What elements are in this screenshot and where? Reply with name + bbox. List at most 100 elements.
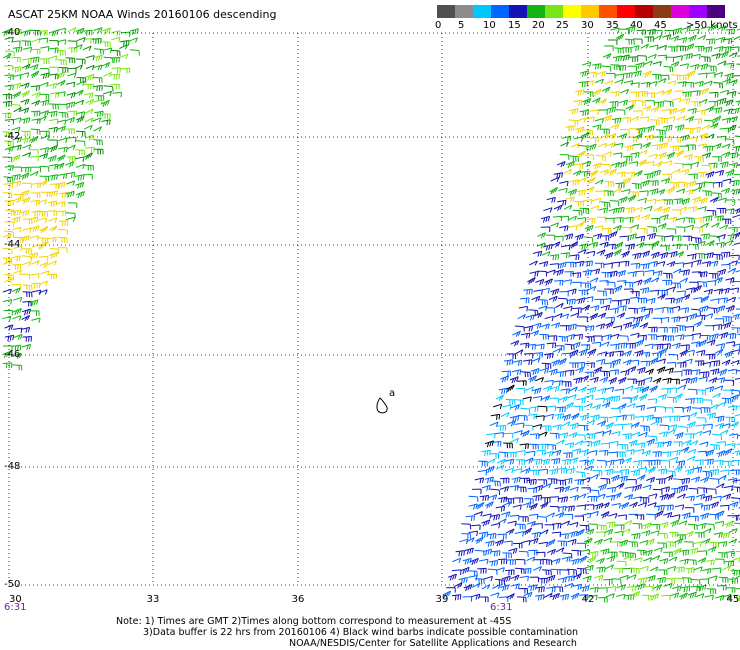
wind-barb [622, 567, 633, 574]
wind-barb [657, 542, 667, 549]
wind-barb [607, 551, 618, 558]
wind-barb [601, 163, 611, 170]
wind-barb [570, 592, 580, 600]
wind-barb [506, 353, 516, 359]
wind-barb [687, 180, 697, 188]
wind-barb [689, 440, 699, 446]
wind-barb [21, 137, 31, 144]
wind-barb [3, 259, 12, 265]
wind-barb [39, 179, 48, 187]
wind-barb [490, 522, 501, 529]
wind-barb [704, 252, 714, 259]
wind-barb [700, 295, 710, 303]
wind-barb [56, 79, 66, 87]
wind-barb [606, 243, 616, 250]
wind-barb [682, 235, 693, 242]
wind-barb [575, 361, 586, 368]
wind-barb [727, 90, 737, 97]
wind-barb [641, 313, 651, 320]
wind-barb [733, 242, 740, 245]
wind-barb [675, 566, 685, 573]
wind-barb [641, 213, 651, 221]
wind-barb [620, 88, 630, 95]
wind-barb [529, 406, 539, 412]
wind-barb [688, 243, 699, 250]
wind-barb [506, 384, 515, 393]
wind-barb [529, 469, 540, 476]
wind-barb [606, 521, 616, 528]
wind-barb [633, 110, 643, 116]
wind-barb [734, 377, 740, 383]
wind-barb [679, 349, 689, 357]
wind-barb [685, 468, 695, 476]
wind-barb [717, 197, 727, 204]
wind-barb [550, 458, 561, 465]
wind-barb [477, 469, 488, 476]
wind-barb [93, 27, 103, 34]
wind-barb [732, 75, 740, 77]
wind-barb [533, 352, 544, 358]
wind-barb [672, 547, 682, 556]
wind-barb [642, 105, 652, 112]
wind-barb [642, 449, 652, 457]
wind-barb [56, 27, 67, 34]
wind-barb [93, 64, 103, 71]
wind-barb [2, 233, 12, 240]
wind-barb [648, 81, 658, 87]
wind-barb [469, 557, 479, 566]
wind-barb [643, 308, 654, 314]
wind-barb [58, 229, 68, 235]
wind-barb [31, 29, 41, 36]
wind-barb [30, 273, 40, 279]
wind-barb [716, 305, 726, 313]
wind-barb [2, 257, 13, 264]
wind-barb [546, 342, 557, 349]
wind-barb [690, 585, 701, 592]
wind-barb [716, 441, 727, 447]
wind-barb [672, 97, 682, 104]
wind-barb [542, 558, 553, 566]
wind-barb [537, 479, 548, 485]
wind-barb [3, 309, 13, 316]
wind-barb [725, 169, 735, 177]
wind-barb [535, 415, 545, 421]
wind-barb [719, 161, 729, 169]
wind-barb [120, 67, 131, 74]
wind-barb [39, 165, 50, 172]
wind-barb [565, 125, 575, 132]
wind-barb [683, 53, 693, 60]
wind-barb [37, 217, 48, 224]
wind-barb [29, 299, 39, 307]
wind-barb [733, 522, 740, 527]
wind-barb [575, 434, 586, 441]
x-tick-label: 30 [9, 594, 22, 605]
wind-barb [4, 50, 15, 57]
wind-barb [475, 536, 484, 545]
wind-barb [48, 55, 58, 61]
wind-barb [589, 489, 600, 496]
wind-barb [640, 386, 650, 394]
wind-barb [619, 574, 629, 581]
wind-barb [466, 537, 475, 543]
wind-barb [657, 293, 666, 300]
wind-barb [707, 546, 717, 553]
wind-barb [730, 359, 740, 366]
wind-barb [13, 333, 23, 341]
wind-barb [708, 162, 718, 169]
wind-barb [11, 283, 22, 290]
wind-barb [632, 523, 643, 529]
wind-barb [56, 59, 67, 66]
wind-barb [593, 538, 603, 546]
wind-barb [652, 417, 662, 423]
wind-barb [703, 46, 713, 53]
wind-barb [649, 180, 659, 187]
wind-barb [530, 368, 540, 375]
wind-barb [724, 99, 734, 107]
wind-barb [12, 82, 22, 89]
wind-barb [556, 371, 567, 378]
wind-barb [529, 576, 540, 583]
wind-barb [540, 497, 551, 503]
wind-barb [721, 263, 731, 270]
wind-barb [129, 28, 139, 35]
wind-barb [560, 252, 571, 259]
